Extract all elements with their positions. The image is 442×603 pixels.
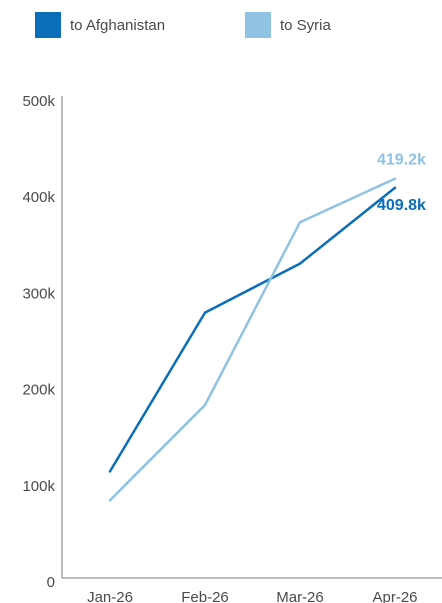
legend-swatch-syria [245,12,271,38]
end-label-syria: 419.2k [377,152,426,169]
y-tick-label: 300k [22,285,55,302]
x-tick-label: Mar-26 [276,589,324,603]
end-label-afghanistan: 409.8k [377,197,426,214]
y-tick-label: 500k [22,93,55,110]
legend-swatch-afghanistan [35,12,61,38]
legend-item-syria[interactable]: to Syria [245,12,442,38]
series-line-afghanistan [108,186,397,473]
y-tick-label: 400k [22,189,55,206]
series-line-syria [108,177,397,502]
series-group: 409.8k 419.2k [108,152,426,502]
y-axis-ticks: 0 100k 200k 300k 400k 500k [22,93,55,591]
x-axis-ticks: Jan-26 Feb-26 Mar-26 Apr-26 [87,589,417,603]
y-tick-label: 200k [22,382,55,399]
x-tick-label: Jan-26 [87,589,133,603]
legend-label-syria: to Syria [280,16,331,34]
legend-label-afghanistan: to Afghanistan [70,16,166,34]
legend: to Afghanistan to Syria [35,12,442,38]
legend-item-afghanistan[interactable]: to Afghanistan [35,12,245,38]
x-tick-label: Feb-26 [181,589,229,603]
y-tick-label: 100k [22,478,55,495]
y-tick-label: 0 [47,574,55,591]
x-tick-label: Apr-26 [372,589,417,603]
